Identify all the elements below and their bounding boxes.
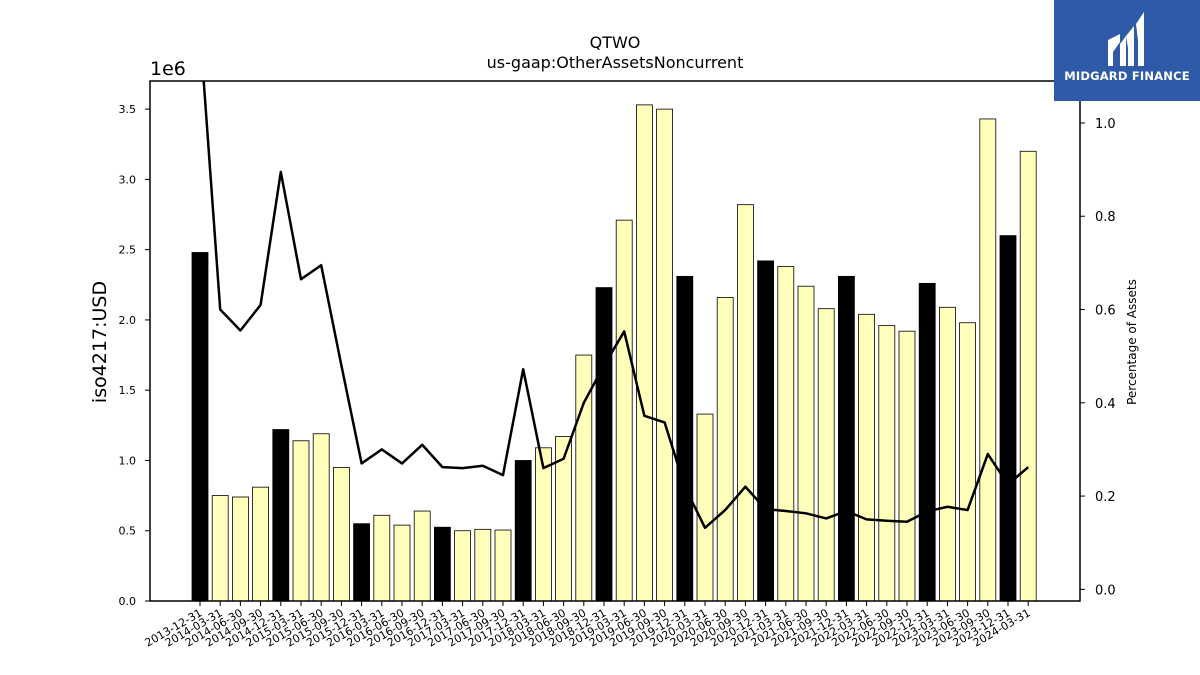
y2-axis-label: Percentage of Assets — [1125, 279, 1139, 405]
y-tick-label: 3.5 — [119, 103, 137, 116]
bar — [716, 297, 734, 602]
bar — [1019, 150, 1037, 602]
bar — [656, 108, 673, 602]
plot-frame — [149, 80, 1081, 602]
y-tick-label: 1.5 — [119, 384, 137, 397]
bar — [413, 510, 431, 602]
bar — [494, 529, 512, 602]
right-axis-ticks: 0.0 0.2 0.4 0.6 0.8 1.0 — [1080, 117, 1116, 598]
bar — [595, 287, 613, 602]
y-scale-label: 1e6 — [150, 58, 186, 80]
percentage-line — [202, 81, 1030, 530]
bar — [838, 275, 855, 602]
bar — [353, 523, 371, 602]
bar — [393, 524, 411, 602]
bar — [615, 219, 633, 602]
y2-tick-label: 0.6 — [1095, 304, 1116, 319]
bar — [332, 467, 350, 602]
y-tick-label: 1.0 — [119, 454, 137, 467]
bar — [777, 266, 795, 602]
midgard-logo-icon — [1108, 12, 1144, 66]
bar — [191, 252, 209, 602]
bar — [211, 495, 229, 602]
bar — [312, 433, 330, 602]
y-tick-label: 3.0 — [119, 173, 137, 186]
y-tick-label: 2.0 — [119, 314, 137, 327]
bar — [676, 275, 694, 602]
y-tick-label: 0.5 — [119, 525, 137, 538]
bar — [433, 526, 451, 602]
chart-subtitle: us-gaap:OtherAssetsNoncurrent — [487, 53, 744, 72]
bar-series — [191, 104, 1037, 602]
bar — [373, 514, 391, 602]
bar — [898, 330, 916, 602]
y2-tick-label: 1.0 — [1095, 117, 1116, 132]
midgard-finance-logo: MIDGARD FINANCE — [1054, 0, 1200, 101]
bar — [636, 104, 653, 602]
bar — [999, 235, 1017, 602]
bar — [535, 447, 552, 602]
y-tick-label: 2.5 — [119, 244, 137, 257]
bar — [514, 460, 532, 602]
y-tick-label: 0.0 — [119, 595, 137, 608]
bar — [797, 285, 815, 602]
chart-title: QTWO — [590, 33, 641, 52]
bar — [454, 530, 472, 602]
bar — [231, 496, 249, 602]
bar — [757, 260, 774, 602]
logo-text: MIDGARD FINANCE — [1064, 69, 1190, 83]
y-axis-label: iso4217:USD — [89, 281, 111, 403]
bar — [979, 118, 997, 602]
bar — [737, 204, 754, 602]
y2-tick-label: 0.2 — [1095, 490, 1116, 505]
bar — [474, 528, 492, 602]
line-series — [202, 81, 1030, 530]
bar — [878, 325, 896, 602]
bar — [939, 306, 956, 602]
x-axis-ticks: 2013-12-312014-03-312014-06-302014-09-30… — [143, 601, 1033, 650]
left-axis-ticks: 0.0 0.5 1.0 1.5 2.0 2.5 3.0 3.5 — [119, 103, 150, 608]
bar — [817, 308, 835, 602]
bar — [858, 313, 875, 602]
y2-tick-label: 0.8 — [1095, 210, 1116, 225]
bar — [292, 440, 310, 602]
bar — [252, 486, 270, 602]
bar — [696, 413, 714, 602]
bar — [272, 429, 290, 602]
bar — [959, 322, 976, 602]
bar — [918, 282, 936, 602]
y2-tick-label: 0.0 — [1095, 583, 1116, 598]
y2-tick-label: 0.4 — [1095, 397, 1116, 412]
